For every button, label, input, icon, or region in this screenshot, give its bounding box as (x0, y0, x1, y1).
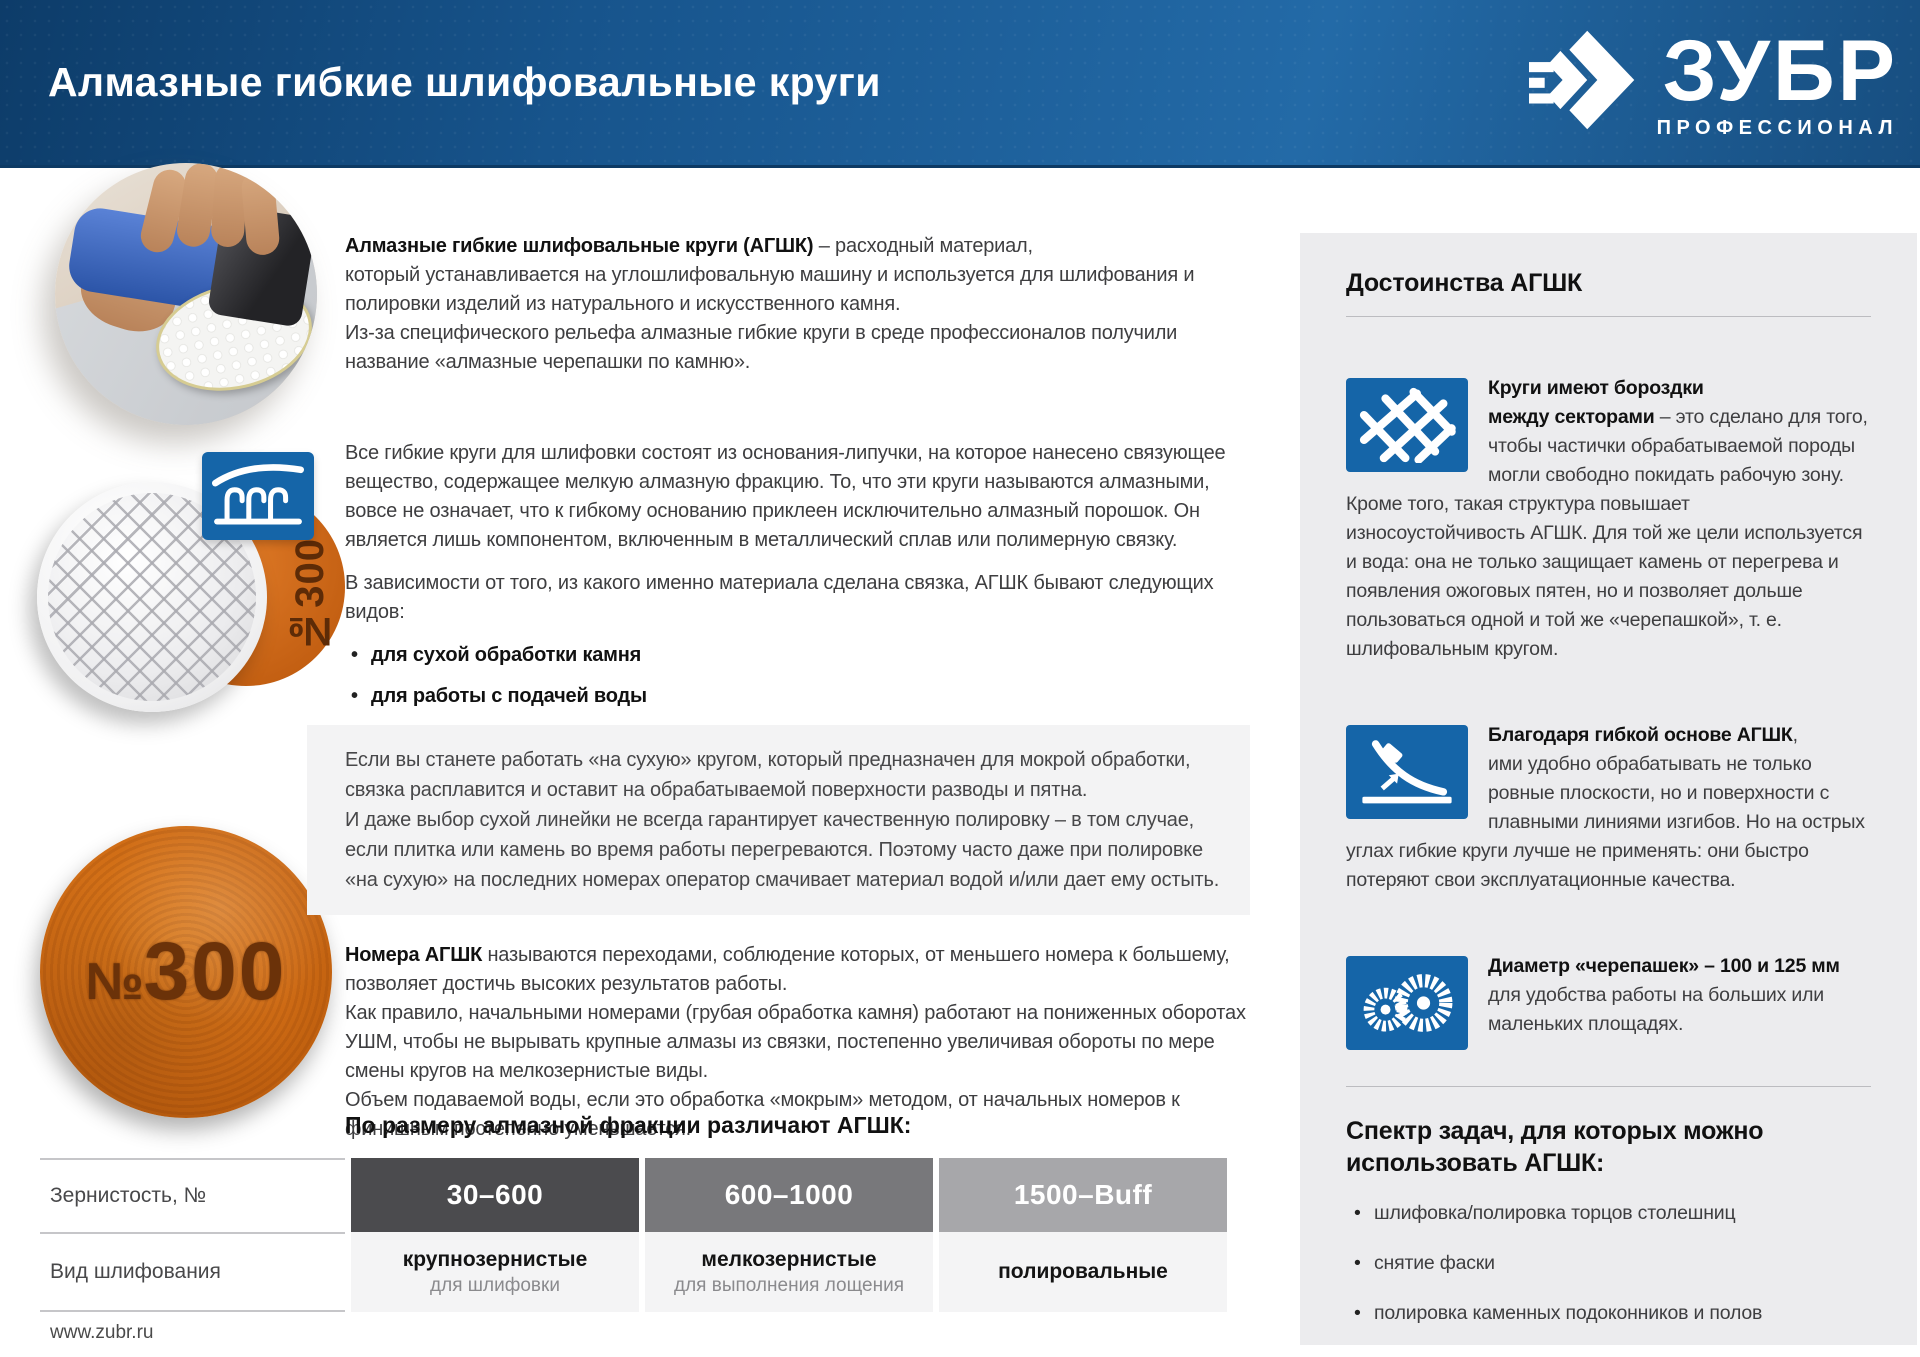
table-title: По размеру алмазной фракции различают АГ… (345, 1112, 912, 1138)
advantage-bold: Круги имеют бороздки между секторами (1488, 377, 1704, 428)
numbers-lead-rest: называются переходами, соблюдение которы… (345, 944, 1246, 1140)
grit-range-fine: 600–1000 (645, 1158, 933, 1232)
velcro-hooks-icon (212, 458, 304, 535)
table-cell-coarse: крупнозернистые для шлифовки (351, 1232, 639, 1312)
page-title: Алмазные гибкие шлифовальные круги (48, 59, 881, 105)
brand-text: ЗУБР ПРОФЕССИОНАЛ (1657, 28, 1898, 138)
grinding-type: мелкозернистые (701, 1247, 877, 1271)
list-item: для сухой обработки камня (345, 641, 1250, 670)
intro-paragraph: Алмазные гибкие шлифовальные круги (АГШК… (345, 232, 1250, 377)
task-item: снятие фаски (1346, 1249, 1871, 1278)
grit-range-polish: 1500–Buff (939, 1158, 1227, 1232)
brand-subtitle: ПРОФЕССИОНАЛ (1656, 116, 1898, 139)
main-text-column: Алмазные гибкие шлифовальные круги (АГШК… (307, 232, 1250, 1144)
two-discs-icon (1346, 956, 1468, 1050)
velcro-badge (202, 452, 314, 540)
divider (1346, 1086, 1871, 1087)
row-label-grit: Зернистость, № (40, 1158, 345, 1232)
grinder-photo (55, 163, 317, 425)
advantage-flexible-base: Благодаря гибкой основе АГШК, ими удобно… (1346, 692, 1871, 895)
task-item: полировка каменных подоконников и полов (1346, 1299, 1871, 1328)
sidebar-title: Достоинства АГШК (1346, 269, 1583, 297)
intro-lead-bold: Алмазные гибкие шлифовальные круги (АГШК… (345, 235, 814, 257)
disc-grit-label-vertical: №300 (288, 538, 332, 653)
divider (1346, 316, 1871, 317)
advantage-diameter: Диаметр «черепашек» – 100 и 125 мм для у… (1346, 923, 1871, 1058)
binder-types-list: для сухой обработки камня для работы с п… (345, 641, 1250, 711)
advantage-text: для удобства работы на больших или мален… (1488, 984, 1824, 1035)
advantage-text: – это сделано для того, чтобы частички о… (1346, 406, 1868, 660)
structure-paragraph: Все гибкие круги для шлифовки состоят из… (345, 442, 1226, 551)
numero-sign: № (85, 953, 144, 1011)
disc-structure-illustration: №300 (35, 450, 345, 718)
page-header: Алмазные гибкие шлифовальные круги ЗУБР … (0, 0, 1920, 168)
brand-name: ЗУБР (1662, 22, 1898, 119)
flexible-disc-icon (1346, 725, 1468, 819)
advantage-grooves: Круги имеют бороздки между секторами – э… (1346, 345, 1871, 664)
website-url: www.zubr.ru (50, 1322, 154, 1343)
table-cell-fine: мелкозернистые для выполнения лощения (645, 1232, 933, 1312)
task-item: шлифовка/полировка торцов столешниц (1346, 1199, 1871, 1228)
grit-range-coarse: 30–600 (351, 1158, 639, 1232)
grit-table: Зернистость, № 30–600 600–1000 1500–Buff… (40, 1158, 1227, 1312)
numbers-lead-bold: Номера АГШК (345, 944, 483, 966)
numbers-paragraph: Номера АГШК называются переходами, соблю… (345, 941, 1250, 1144)
zubr-double-chevron-icon (1528, 24, 1641, 141)
grit-number: 300 (143, 926, 287, 1017)
brand-logo: ЗУБР ПРОФЕССИОНАЛ (1528, 24, 1898, 141)
lattice-grooves-icon (1346, 378, 1468, 472)
grinding-type: полировальные (998, 1260, 1168, 1283)
tasks-list: шлифовка/полировка торцов столешниц снят… (1346, 1199, 1871, 1345)
grinding-desc: для шлифовки (430, 1274, 560, 1296)
advantages-sidebar: Достоинства АГШК Круги имеют бороздки ме… (1300, 233, 1917, 1345)
advantage-text: , ими удобно обрабатывать не только ровн… (1346, 724, 1865, 891)
list-item: для работы с подачей воды (345, 682, 1250, 711)
disc-grit-label: № 300 (86, 925, 287, 1019)
intro-lead-rest: – расходный материал, который устанавлив… (345, 235, 1195, 373)
grinding-desc: для выполнения лощения (674, 1274, 904, 1296)
advantage-bold: Благодаря гибкой основе АГШК (1488, 724, 1793, 746)
grinding-type: крупнозернистые (402, 1247, 588, 1271)
binder-types-paragraph: В зависимости от того, из какого именно … (345, 572, 1214, 623)
table-cell-polish: полировальные (939, 1232, 1227, 1312)
orange-felt-disc: № 300 (40, 826, 332, 1118)
advantage-bold: Диаметр «черепашек» – 100 и 125 мм (1488, 955, 1840, 977)
row-label-type: Вид шлифования (40, 1232, 345, 1312)
tasks-title: Спектр задач, для которых можно использо… (1346, 1117, 1764, 1177)
warning-note-box: Если вы станете работать «на сухую» круг… (307, 725, 1250, 915)
